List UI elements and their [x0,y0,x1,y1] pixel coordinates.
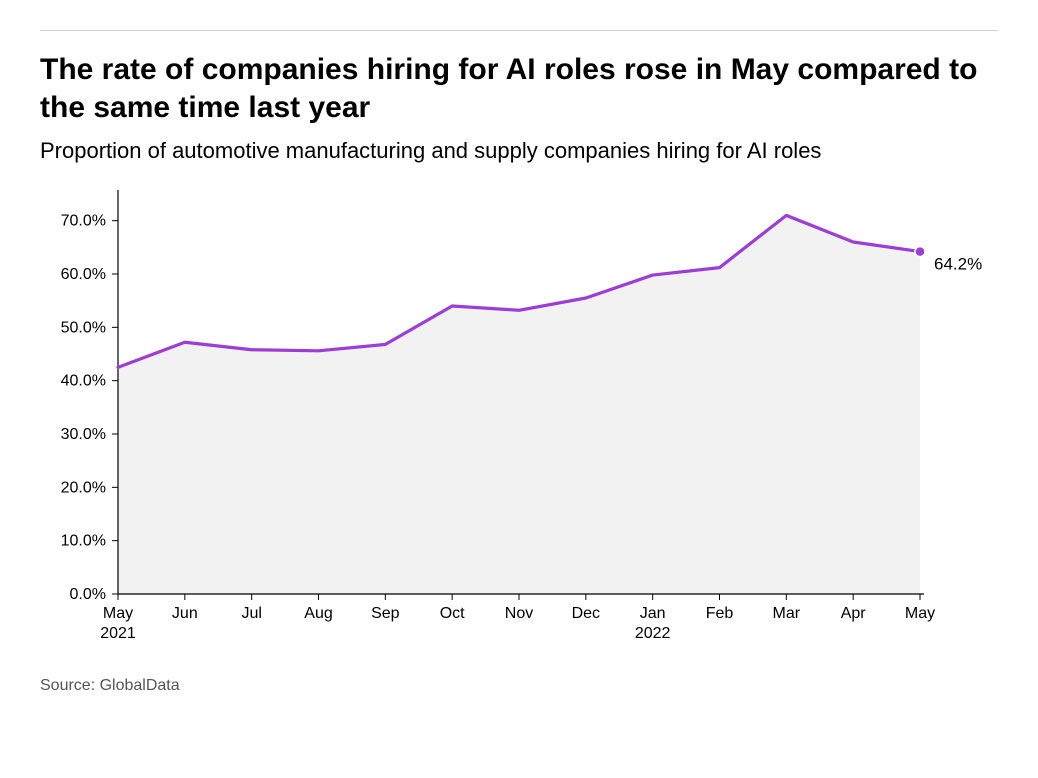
y-tick-label: 10.0% [61,532,106,549]
x-tick-label: Nov [505,605,533,622]
y-tick-label: 60.0% [61,266,106,283]
x-tick-label-year: 2022 [635,625,671,642]
end-marker [915,246,925,256]
area-chart: 0.0% 10.0% 20.0% 30.0% 40.0% 50.0% 60.0% 70.0% M… [40,184,998,654]
y-tick-label: 70.0% [61,212,106,229]
y-tick-label: 50.0% [61,319,106,336]
x-tick-label: Mar [773,605,801,622]
x-tick-label: Oct [440,605,465,622]
end-value-label: 64.2% [934,254,982,273]
y-tick-label: 0.0% [70,586,106,603]
chart-container: 0.0% 10.0% 20.0% 30.0% 40.0% 50.0% 60.0% 70.0% M… [40,184,998,659]
chart-subtitle: Proportion of automotive manufacturing a… [40,136,998,166]
source-label: Source: GlobalData [40,677,998,695]
x-tick-label-year: 2021 [100,625,136,642]
x-tick-label: Jul [241,605,261,622]
x-tick-label: Jan [640,605,666,622]
chart-title: The rate of companies hiring for AI role… [40,51,998,126]
area-fill [118,215,920,594]
x-tick-label: Feb [706,605,734,622]
top-rule [40,30,998,31]
x-tick-label: Jun [172,605,198,622]
x-tick-label: Aug [304,605,332,622]
y-tick-label: 40.0% [61,372,106,389]
y-tick-label: 20.0% [61,479,106,496]
y-tick-label: 30.0% [61,426,106,443]
x-tick-label: Dec [572,605,600,622]
x-tick-label: Sep [371,605,400,622]
x-tick-label: Apr [841,605,867,622]
x-tick-label: May [905,605,935,622]
x-tick-label: May [103,605,133,622]
